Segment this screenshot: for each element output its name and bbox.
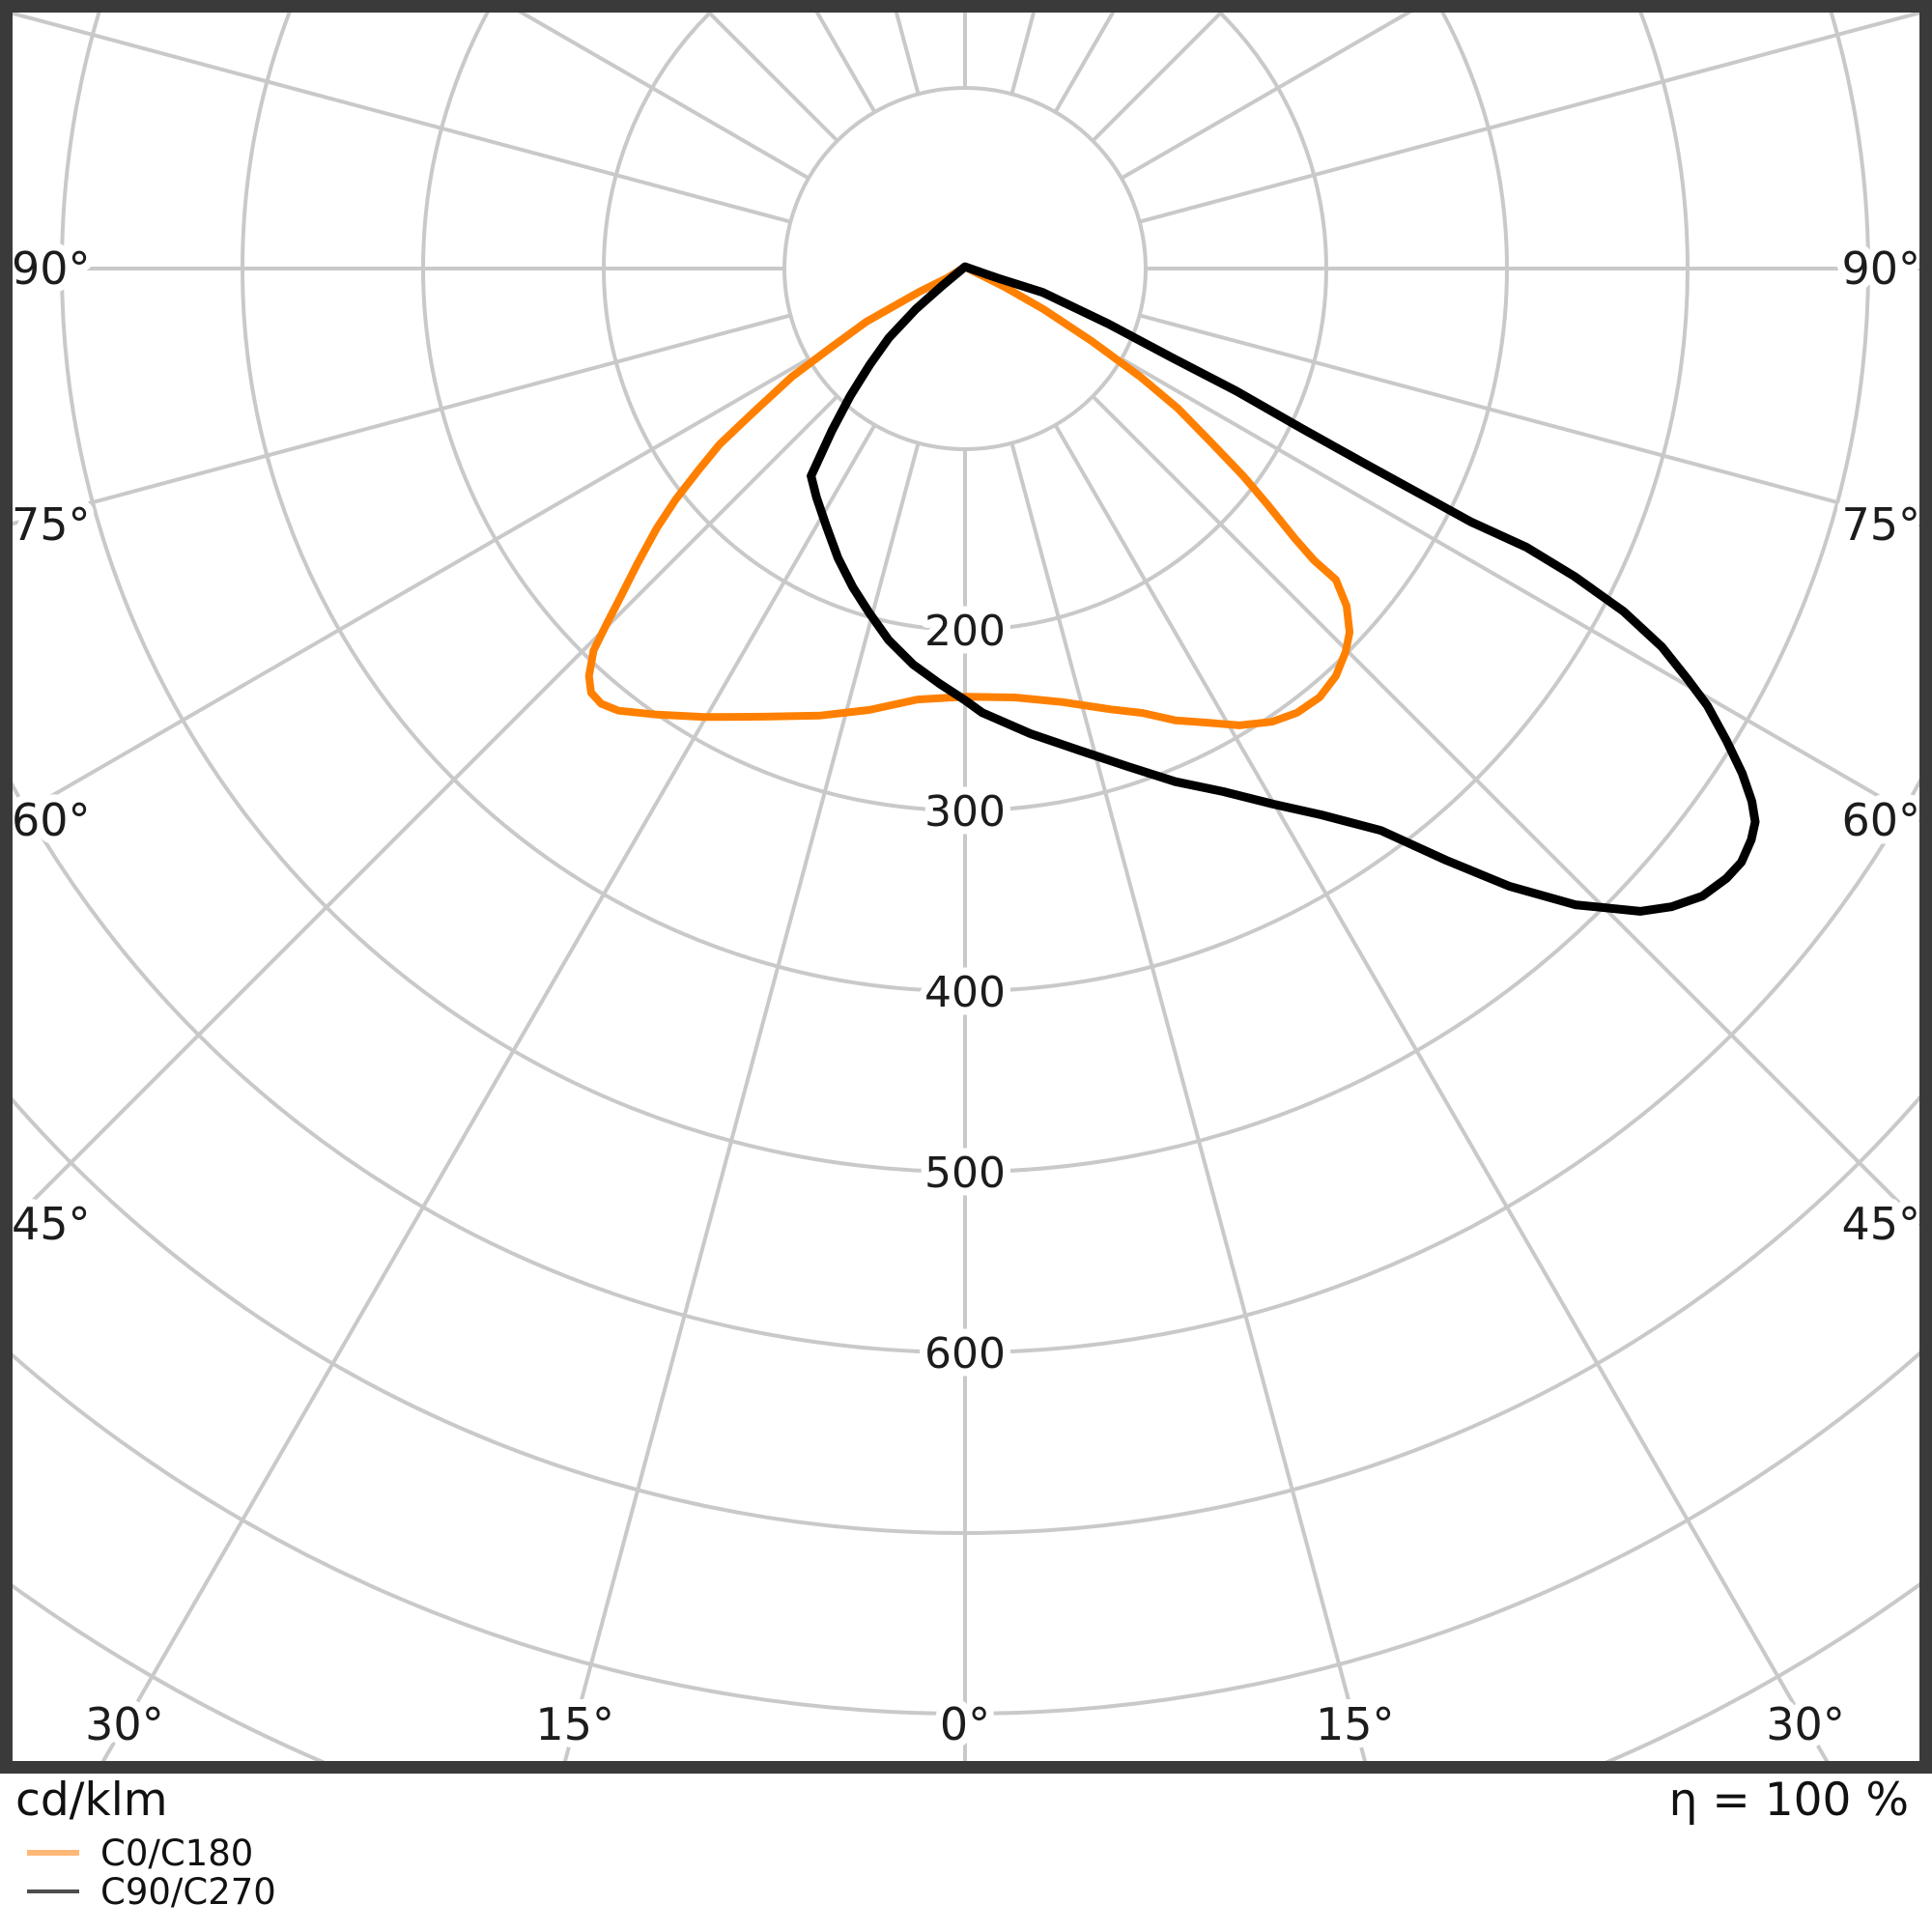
angle-tick-right-90: 90° bbox=[1841, 242, 1920, 295]
grid-radial--15 bbox=[562, 442, 921, 1762]
grid-radial-105 bbox=[1139, 12, 1920, 224]
curves bbox=[584, 262, 1760, 916]
polar-grid bbox=[12, 12, 1920, 1762]
efficiency-label: η = 100 % bbox=[1668, 1774, 1909, 1827]
grid-radial-135 bbox=[1091, 12, 1225, 143]
legend-swatch-c90-c270-line bbox=[27, 1889, 79, 1893]
plot-frame bbox=[0, 0, 1932, 1774]
radius-tick-label-300: 300 bbox=[924, 787, 1006, 837]
grid-radial--60 bbox=[12, 356, 810, 822]
legend: C0/C180 C90/C270 bbox=[10, 1833, 276, 1911]
grid-radial-150 bbox=[1053, 12, 1116, 114]
legend-item-c90-c270: C90/C270 bbox=[10, 1872, 276, 1911]
grid-radial--105 bbox=[12, 12, 791, 224]
legend-swatch-c0-c180-line bbox=[27, 1850, 79, 1856]
angle-tick-left-45: 45° bbox=[12, 1198, 91, 1250]
angle-tick-right-45: 45° bbox=[1841, 1198, 1920, 1250]
radius-tick-label-600: 600 bbox=[924, 1329, 1006, 1378]
grid-radial--120 bbox=[516, 12, 810, 181]
legend-label-c0-c180: C0/C180 bbox=[100, 1832, 254, 1874]
unit-label: cd/klm bbox=[15, 1774, 168, 1827]
grid-radial--30 bbox=[100, 423, 877, 1762]
grid-radial--45 bbox=[12, 394, 839, 1225]
legend-label-c90-c270: C90/C270 bbox=[100, 1870, 276, 1913]
legend-item-c0-c180: C0/C180 bbox=[10, 1833, 276, 1872]
radius-tick-label-400: 400 bbox=[924, 968, 1006, 1017]
angle-tick-left-90: 90° bbox=[12, 242, 91, 295]
grid-radial-60 bbox=[1120, 356, 1920, 823]
angle-tick-bottom-right-30: 30° bbox=[1766, 1698, 1845, 1750]
grid-radial-165 bbox=[1009, 12, 1037, 95]
grid-radial--135 bbox=[705, 12, 839, 143]
grid-radial--165 bbox=[894, 12, 921, 95]
radius-tick-label-500: 500 bbox=[924, 1149, 1006, 1198]
curve-c0-c180 bbox=[584, 263, 1354, 729]
angle-tick-right-60: 60° bbox=[1841, 794, 1920, 846]
grid-radial-120 bbox=[1120, 12, 1414, 181]
polar-chart-svg: 200 300 400 500 600 30° 15° 0° 15° 30° 45° 45° 60° 60… bbox=[0, 0, 1932, 1774]
grid-radial-30 bbox=[1053, 423, 1830, 1762]
grid-radial-75 bbox=[1139, 313, 1920, 527]
angle-tick-bottom-0: 0° bbox=[940, 1698, 990, 1750]
grid-radial--150 bbox=[814, 12, 877, 114]
tick-labels: 200 300 400 500 600 30° 15° 0° 15° 30° 45° 45° 60° 60… bbox=[4, 235, 1928, 1758]
angle-tick-left-75: 75° bbox=[12, 498, 91, 551]
grid-radial-45 bbox=[1091, 394, 1920, 1227]
angle-tick-bottom-left-15: 15° bbox=[535, 1698, 614, 1750]
curve-c90-c270 bbox=[807, 262, 1760, 916]
angle-tick-bottom-right-15: 15° bbox=[1316, 1698, 1395, 1750]
grid-radial-15 bbox=[1009, 442, 1368, 1762]
angle-tick-left-60: 60° bbox=[12, 794, 91, 846]
grid-radial--75 bbox=[12, 313, 791, 526]
angle-tick-bottom-left-30: 30° bbox=[85, 1698, 164, 1750]
radius-tick-label-200: 200 bbox=[924, 607, 1006, 656]
angle-tick-right-75: 75° bbox=[1841, 498, 1920, 551]
